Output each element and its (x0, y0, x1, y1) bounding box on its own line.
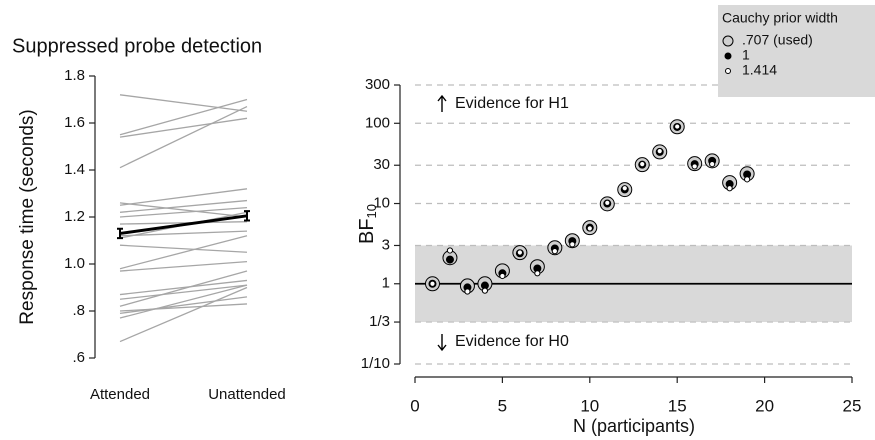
legend-label: 1 (742, 47, 750, 63)
data-point (621, 185, 628, 192)
y-tick-label: 1.2 (64, 208, 85, 225)
participant-line (119, 303, 248, 312)
participant-line (119, 230, 248, 237)
legend-marker (722, 35, 734, 47)
data-point (516, 249, 523, 256)
participant-line (119, 199, 248, 213)
data-point (569, 241, 576, 248)
annotation: Evidence for H1 (455, 95, 569, 112)
participant-line (119, 188, 248, 206)
y-tick-label: 1.0 (64, 255, 85, 272)
legend-marker (725, 68, 731, 74)
chart-title: Suppressed probe detection (12, 35, 262, 57)
participant-line (119, 206, 248, 218)
y-tick-label: 3 (382, 236, 390, 253)
data-point (445, 255, 454, 264)
legend-marker (724, 52, 732, 60)
y-axis-label-main: BF (356, 218, 378, 244)
x-tick-label: Unattended (208, 386, 286, 403)
participant-line (119, 284, 248, 319)
y-tick-label: 1/10 (361, 355, 390, 372)
x-tick-label: 0 (410, 396, 419, 415)
y-tick-label: 1.6 (64, 114, 85, 131)
data-point (744, 176, 751, 183)
participant-line (119, 235, 248, 270)
data-point (429, 280, 436, 287)
participant-line (119, 94, 248, 112)
legend-box (718, 5, 875, 97)
data-point (551, 248, 558, 255)
participant-line (119, 98, 248, 136)
annotation: Evidence for H0 (455, 333, 569, 350)
participant-line (119, 284, 248, 300)
data-point (464, 288, 471, 295)
data-point (534, 270, 541, 277)
data-point (604, 199, 611, 206)
x-tick-label: 25 (843, 396, 862, 415)
y-tick-label: 1 (382, 275, 390, 292)
data-point (691, 163, 698, 170)
y-tick-label: 1.8 (64, 67, 85, 84)
y-tick-label: 30 (373, 156, 390, 173)
annotation-arrow (437, 94, 447, 112)
y-tick-label: .8 (72, 302, 85, 319)
x-tick-label: Attended (90, 386, 150, 403)
y-tick-label: .6 (72, 349, 85, 366)
participant-line (119, 279, 248, 296)
y-axis-label: BF10 (356, 204, 379, 244)
legend-title: Cauchy prior width (722, 10, 838, 26)
participant-line (119, 105, 248, 169)
x-axis-label: N (participants) (573, 416, 695, 436)
data-point (499, 272, 506, 280)
x-tick-label: 20 (755, 396, 774, 415)
x-tick-label: 15 (668, 396, 687, 415)
participant-line (119, 202, 248, 218)
y-tick-label: 10 (373, 194, 390, 211)
y-tick-label: 100 (365, 114, 390, 131)
annotation-arrow (437, 334, 447, 352)
y-axis-label: Response time (seconds) (17, 109, 38, 324)
participant-line (119, 261, 248, 272)
data-point (656, 148, 663, 155)
mean-line (119, 214, 248, 235)
data-point (481, 287, 489, 294)
participant-line (119, 221, 248, 225)
legend-label: 1.414 (742, 62, 777, 78)
legend-label: .707 (used) (742, 32, 813, 48)
x-tick-label: 10 (580, 396, 599, 415)
participant-line (119, 296, 248, 314)
data-point (446, 247, 454, 254)
data-point (726, 185, 733, 192)
data-point (586, 225, 593, 232)
x-tick-label: 5 (498, 396, 507, 415)
participant-line (119, 117, 248, 138)
data-point (674, 123, 681, 130)
participant-line (119, 286, 248, 343)
y-tick-label: 1.4 (64, 161, 85, 178)
participant-line (119, 244, 248, 253)
y-tick-label: 1/3 (369, 313, 390, 330)
data-point (709, 160, 716, 168)
data-point (639, 160, 646, 168)
y-tick-label: 300 (365, 76, 390, 93)
participant-line (119, 270, 248, 307)
y-axis-label-sub: 10 (364, 204, 379, 218)
